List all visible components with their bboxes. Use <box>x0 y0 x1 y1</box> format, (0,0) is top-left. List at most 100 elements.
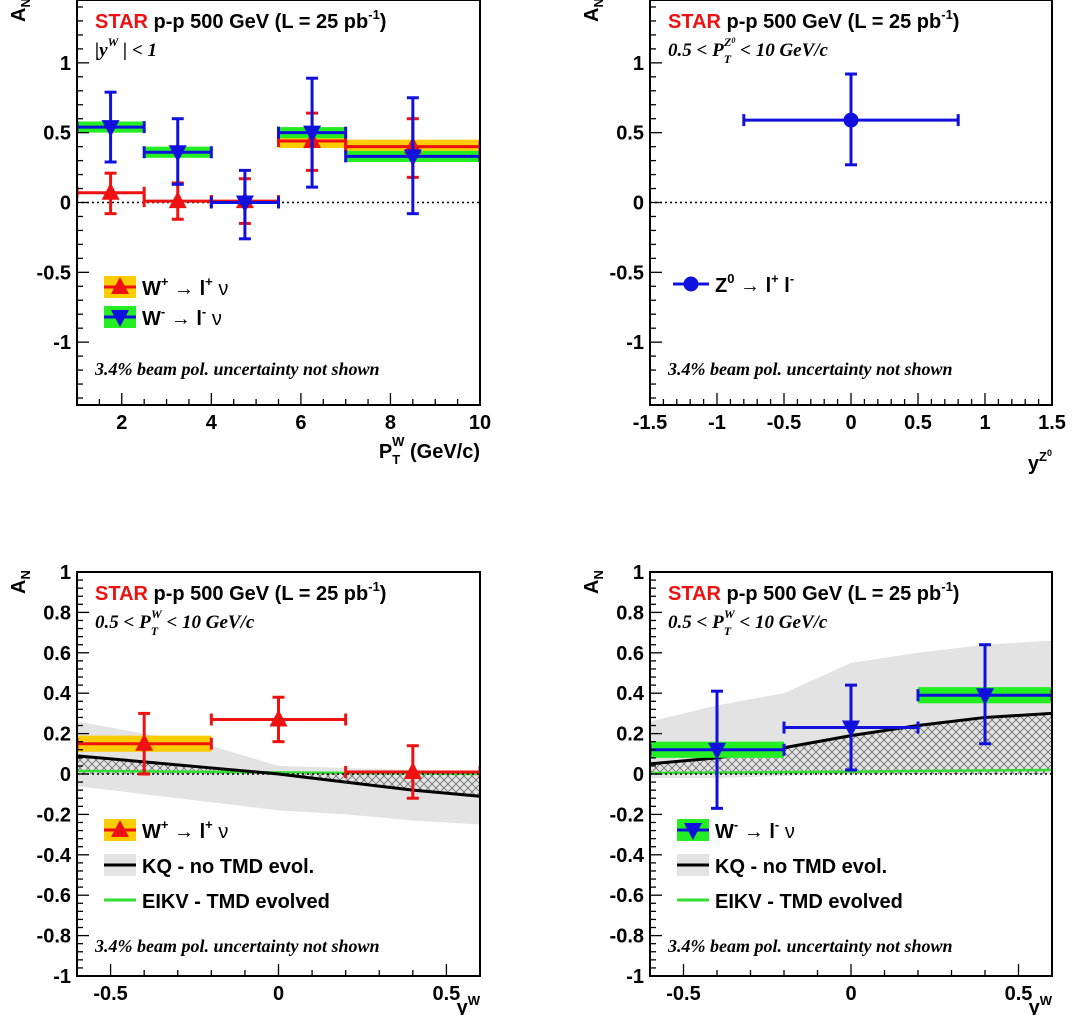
marker-triangle-up <box>269 709 288 727</box>
y-tick-label: 1 <box>60 53 71 75</box>
marker-triangle-down <box>976 688 994 706</box>
data-point <box>344 744 480 800</box>
y-tick-label: 1 <box>60 562 71 584</box>
marker-triangle-down <box>101 120 120 138</box>
data-point <box>277 76 348 189</box>
data-point <box>344 96 480 216</box>
panel-header: STAR p-p 500 GeV (L = 25 pb-1) <box>95 579 386 605</box>
marker-triangle-down <box>708 742 726 760</box>
panel-header: STAR p-p 500 GeV (L = 25 pb-1) <box>668 579 959 605</box>
plot-area <box>650 72 1052 204</box>
beam-pol-footnote: 3.4% beam pol. uncertainty not shown <box>94 359 380 379</box>
beam-pol-footnote: 3.4% beam pol. uncertainty not shown <box>667 359 953 379</box>
panel-top-right: -1.5 -1 -0.5 0 0.5 1 1.5 -1 -0.5 0 0.5 1 AN yZ0 STAR p… <box>581 0 1066 475</box>
panel-header: STAR p-p 500 GeV (L = 25 pb-1) <box>668 7 959 33</box>
data-point <box>77 90 146 164</box>
x-tick-label: -0.5 <box>93 983 127 1005</box>
y-tick-label: 0.2 <box>43 724 71 746</box>
legend: W- → l- ν KQ - no TMD evol. EIKV - TMD evo… <box>677 817 903 913</box>
marker-triangle-down <box>168 145 187 163</box>
x-tick-label: 0.5 <box>433 983 461 1005</box>
y-tick-label: 1 <box>633 53 644 75</box>
panel-subtitle: |yW | < 1 <box>95 35 157 61</box>
data-point <box>209 695 348 744</box>
x-tick-label: -1 <box>708 412 726 434</box>
data-point <box>742 72 960 167</box>
x-tick-label: 0 <box>845 983 856 1005</box>
y-axis-title: AN <box>581 570 606 594</box>
y-tick-label: -1 <box>626 966 644 988</box>
marker-circle <box>683 276 699 292</box>
y-tick-label: -0.5 <box>610 262 644 284</box>
y-tick-label: 0 <box>60 764 71 786</box>
x-tick-label: 0.5 <box>904 412 932 434</box>
marker-triangle-up <box>111 820 129 837</box>
marker-triangle-up <box>403 761 422 779</box>
y-tick-label: 0.5 <box>43 123 71 145</box>
x-tick-label: 8 <box>385 412 396 434</box>
y-tick-label: -0.6 <box>37 885 71 907</box>
x-tick-label: 2 <box>116 412 127 434</box>
data-point <box>77 171 146 216</box>
x-tick-label: 0 <box>845 412 856 434</box>
y-tick-label: 1 <box>633 562 644 584</box>
plot-area <box>77 695 480 825</box>
marker-triangle-up <box>101 182 120 200</box>
plot-area <box>650 640 1052 810</box>
panel-subtitle: 0.5 < PTZ0 < 10 GeV/c <box>668 35 829 66</box>
data-point <box>916 643 1052 746</box>
legend: Z0 → l+ l- <box>673 271 794 297</box>
data-point <box>650 689 786 810</box>
x-tick-label: 0.5 <box>1005 983 1033 1005</box>
beam-pol-footnote: 3.4% beam pol. uncertainty not shown <box>94 936 380 956</box>
legend: W+ → l+ ν W- → l- ν <box>104 274 228 330</box>
y-tick-label: 0.5 <box>616 123 644 145</box>
y-axis-title: AN <box>8 0 33 22</box>
y-tick-label: -0.4 <box>37 845 72 867</box>
data-point <box>142 117 213 186</box>
y-tick-label: -0.2 <box>610 804 644 826</box>
x-tick-label: 1 <box>979 412 990 434</box>
x-tick-label: 10 <box>469 412 491 434</box>
legend: W+ → l+ ν KQ - no TMD evol. EIKV - TMD evo… <box>104 817 330 913</box>
x-tick-label: 1.5 <box>1038 412 1066 434</box>
marker-circle <box>843 112 859 128</box>
panel-top-left: 2 4 6 8 10 -1 -0.5 0 0.5 1 AN PTW (GeV/c) STAR p-p 5… <box>8 0 491 467</box>
data-point <box>77 711 213 776</box>
y-tick-label: 0.6 <box>616 643 644 665</box>
data-point <box>142 181 213 221</box>
marker-triangle-up <box>168 191 187 209</box>
marker-triangle-down <box>111 310 129 327</box>
x-tick-label: -0.5 <box>666 983 700 1005</box>
y-tick-label: -1 <box>53 966 71 988</box>
panel-subtitle: 0.5 < PTW < 10 GeV/c <box>668 607 828 638</box>
y-tick-label: -0.4 <box>610 845 645 867</box>
legend-label: W- → l- ν <box>715 817 795 843</box>
x-axis-title: yZ0 <box>1028 448 1052 475</box>
y-tick-label: -0.8 <box>37 926 71 948</box>
x-tick-label: 0 <box>273 983 284 1005</box>
y-tick-label: -0.5 <box>37 262 71 284</box>
marker-triangle-down <box>235 195 254 213</box>
marker-triangle-up <box>111 277 129 294</box>
y-tick-label: -0.6 <box>610 885 644 907</box>
marker-triangle-up <box>135 733 154 751</box>
y-tick-label: -1 <box>53 332 71 354</box>
y-tick-label: 0 <box>60 193 71 215</box>
y-tick-label: 0.8 <box>616 602 644 624</box>
x-tick-label: 6 <box>295 412 306 434</box>
y-tick-label: -0.2 <box>37 804 71 826</box>
beam-pol-footnote: 3.4% beam pol. uncertainty not shown <box>667 936 953 956</box>
panel-subtitle: 0.5 < PTW < 10 GeV/c <box>95 607 255 638</box>
legend-label: KQ - no TMD evol. <box>715 856 887 878</box>
y-tick-label: 0.4 <box>43 683 72 705</box>
y-tick-label: 0 <box>633 764 644 786</box>
panel-bottom-left: -0.5 0 0.5 -1 -0.8 -0.6 -0.4 -0.2 0 0.2 0.4 0.6 0.8 1… <box>8 562 481 1015</box>
x-axis-title: PTW (GeV/c) <box>379 434 480 467</box>
marker-triangle-down <box>303 125 322 143</box>
x-tick-label: -1.5 <box>633 412 667 434</box>
marker-triangle-down <box>403 149 422 167</box>
data-point <box>209 168 280 241</box>
legend-label: EIKV - TMD evolved <box>142 891 330 913</box>
